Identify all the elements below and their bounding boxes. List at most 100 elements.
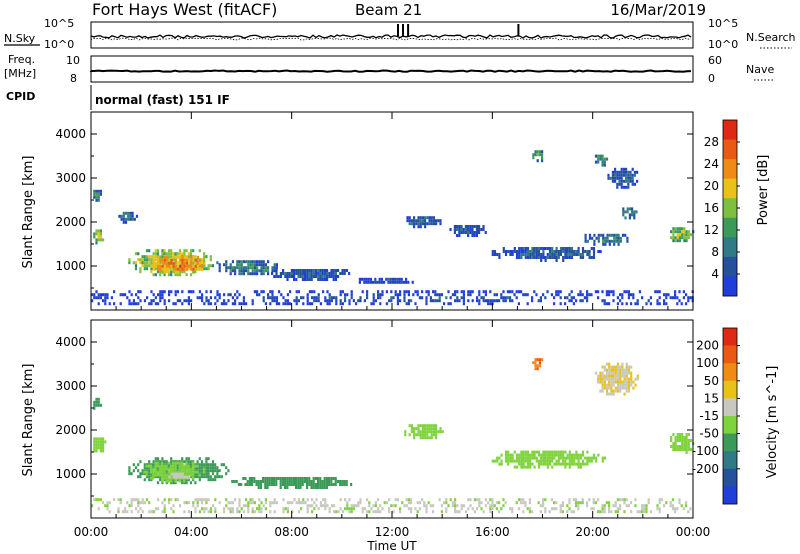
velocity-cell — [408, 424, 411, 428]
power-cell — [620, 176, 623, 180]
power-region — [93, 189, 102, 202]
power-cell — [570, 256, 574, 259]
power-cell — [413, 216, 416, 220]
power-cell — [209, 290, 212, 294]
velocity-cell — [681, 448, 684, 451]
power-cell — [511, 290, 514, 294]
power-cell — [121, 293, 124, 297]
velocity-cell — [401, 501, 404, 505]
power-cell — [170, 261, 173, 265]
velocity-cell — [200, 463, 204, 467]
velocity-cell — [601, 365, 604, 369]
power-cell — [654, 290, 657, 294]
velocity-cell — [191, 476, 194, 480]
velocity-cell — [577, 459, 580, 463]
velocity-cell — [559, 504, 562, 508]
power-cell — [179, 267, 182, 271]
power-cell — [500, 296, 503, 300]
power-cell — [436, 299, 439, 303]
power-cell — [93, 195, 96, 199]
power-cell — [99, 293, 102, 297]
power-cell — [564, 253, 567, 256]
velocity-cell — [439, 430, 442, 434]
power-cell — [575, 250, 578, 253]
power-cell — [178, 270, 182, 274]
power-cell — [586, 253, 589, 256]
velocity-cell — [183, 479, 186, 483]
power-cell — [372, 296, 375, 300]
power-cell — [176, 252, 179, 256]
velocity-cell — [328, 477, 331, 480]
power-cell — [524, 256, 527, 259]
power-cell — [365, 280, 368, 284]
velocity-cell — [526, 450, 530, 454]
velocity-cell — [413, 436, 416, 440]
velocity-cell — [99, 403, 102, 407]
velocity-cell — [427, 501, 430, 505]
velocity-cell — [176, 463, 179, 467]
velocity-cell — [231, 510, 234, 514]
velocity-cell — [325, 477, 328, 480]
power-cell — [218, 293, 221, 297]
power-cell — [594, 290, 597, 294]
velocity-cell — [564, 459, 567, 463]
power-cell — [286, 302, 289, 306]
velocity-cell — [150, 472, 153, 476]
power-cell — [326, 272, 329, 275]
power-cell — [458, 228, 461, 231]
power-cell — [493, 293, 496, 297]
velocity-cell — [619, 374, 622, 378]
velocity-cell — [568, 465, 571, 469]
velocity-cell — [678, 498, 681, 502]
velocity-cell — [262, 480, 265, 483]
velocity-cell — [610, 386, 613, 390]
velocity-region — [670, 433, 695, 454]
power-cell — [456, 234, 459, 237]
velocity-cell — [152, 473, 155, 477]
power-cell — [264, 302, 267, 306]
velocity-cell — [264, 498, 267, 502]
power-cell — [238, 266, 241, 270]
velocity-cell — [251, 477, 254, 480]
power-cell — [429, 296, 432, 300]
power-cell — [462, 302, 465, 306]
velocity-cell — [247, 507, 250, 511]
power-cell — [154, 258, 157, 262]
power-cell — [271, 299, 274, 303]
power-cell — [464, 231, 467, 234]
velocity-cell — [504, 459, 508, 463]
power-cell — [93, 192, 96, 196]
velocity-cell — [192, 501, 195, 505]
power-cell — [209, 255, 212, 259]
velocity-cell — [605, 371, 609, 375]
power-cell — [581, 253, 585, 256]
power-cell — [377, 293, 380, 297]
velocity-cell — [555, 507, 558, 511]
velocity-cell — [161, 479, 164, 483]
velocity-cell — [143, 501, 146, 505]
velocity-cell — [306, 486, 309, 489]
power-cell — [424, 222, 427, 226]
velocity-cell — [306, 498, 309, 502]
power-cell — [581, 293, 584, 297]
power-cell — [240, 266, 243, 270]
power-cell — [555, 253, 558, 256]
velocity-cell — [625, 362, 628, 366]
velocity-cell — [178, 470, 181, 474]
velocity-cell — [561, 510, 564, 514]
velocity-cell — [325, 483, 328, 486]
power-cell — [540, 259, 543, 262]
power-region — [150, 255, 206, 274]
power-cell — [429, 299, 432, 303]
velocity-cell — [531, 462, 534, 466]
velocity-cell — [102, 446, 105, 450]
power-cell — [150, 290, 153, 294]
power-cell — [683, 239, 686, 243]
power-cell — [209, 302, 212, 306]
velocity-cell — [95, 397, 98, 401]
power-cell — [623, 290, 626, 294]
power-cell — [183, 258, 186, 262]
velocity-cell — [207, 478, 210, 482]
power-cell — [597, 236, 600, 240]
velocity-cell — [306, 507, 309, 511]
